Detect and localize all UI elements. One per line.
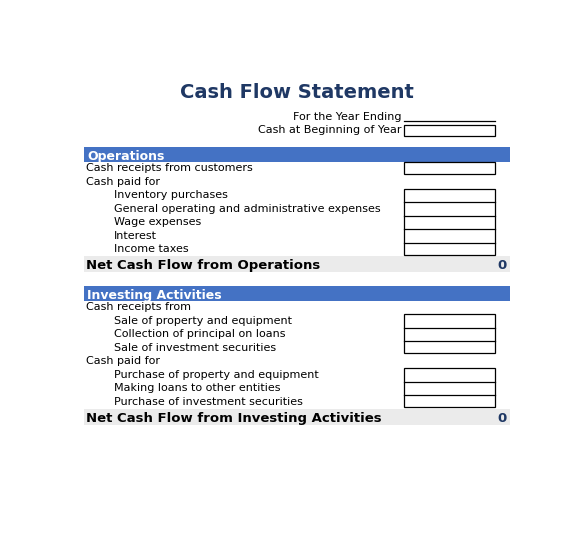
Text: Interest: Interest [114,231,157,241]
Text: Wage expenses: Wage expenses [114,217,201,227]
Text: Cash receipts from customers: Cash receipts from customers [86,163,253,173]
Text: 0: 0 [497,259,506,272]
Text: Sale of investment securities: Sale of investment securities [114,343,276,353]
Text: Cash Flow Statement: Cash Flow Statement [180,83,414,102]
Bar [84,256,510,272]
Bar [84,286,510,301]
Text: Income taxes: Income taxes [114,244,188,254]
Bar [404,315,495,353]
Text: Cash receipts from: Cash receipts from [86,302,191,312]
Text: Cash at Beginning of Year: Cash at Beginning of Year [258,124,401,135]
Text: Sale of property and equipment: Sale of property and equipment [114,316,292,326]
Bar [404,124,495,136]
Text: Net Cash Flow from Operations: Net Cash Flow from Operations [86,259,321,272]
Bar [84,147,510,162]
Text: Cash paid for: Cash paid for [86,356,161,366]
Text: Purchase of investment securities: Purchase of investment securities [114,397,302,406]
Text: For the Year Ending: For the Year Ending [292,112,401,122]
Bar [404,162,495,174]
Text: Purchase of property and equipment: Purchase of property and equipment [114,370,318,379]
Text: 0: 0 [497,412,506,425]
Text: Operations: Operations [87,150,165,163]
Text: General operating and administrative expenses: General operating and administrative exp… [114,204,380,214]
Text: Net Cash Flow from Investing Activities: Net Cash Flow from Investing Activities [86,412,382,425]
Text: Cash paid for: Cash paid for [86,177,161,187]
Bar [404,189,495,255]
Text: Collection of principal on loans: Collection of principal on loans [114,329,285,339]
Text: Investing Activities: Investing Activities [87,289,222,301]
Bar [404,368,495,407]
Text: Making loans to other entities: Making loans to other entities [114,383,280,393]
Bar [84,409,510,425]
Text: Inventory purchases: Inventory purchases [114,190,227,200]
